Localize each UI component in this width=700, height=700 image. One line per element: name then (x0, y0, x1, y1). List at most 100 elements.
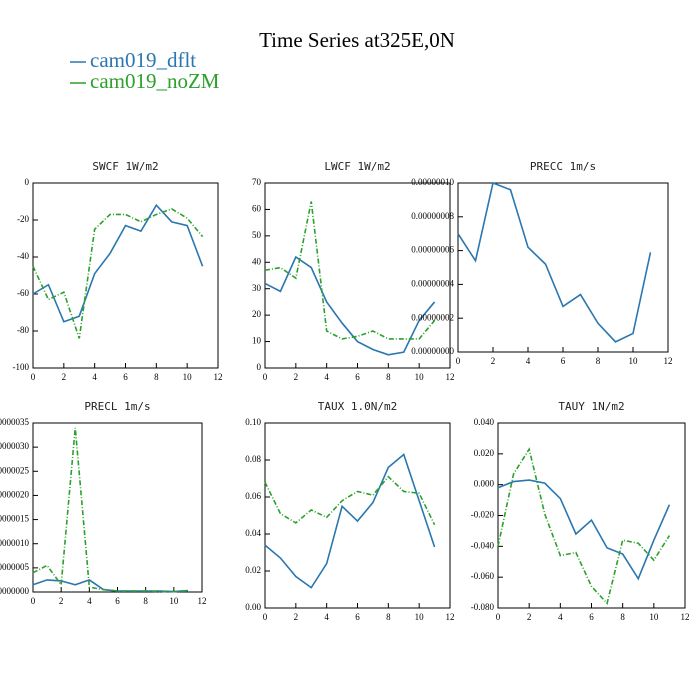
x-tick-label: 12 (681, 612, 690, 622)
plot-frame (32, 422, 203, 593)
y-tick-label: 0.040 (474, 417, 495, 427)
series-line (32, 579, 188, 593)
x-tick-label: 2 (527, 612, 532, 622)
panel-title: TAUY 1N/m2 (558, 400, 624, 413)
y-tick-label: 10 (252, 336, 262, 346)
series-line (264, 201, 436, 340)
y-tick-label: 0.00000010 (411, 177, 454, 187)
x-tick-label: 8 (386, 612, 391, 622)
x-tick-label: 0 (496, 612, 501, 622)
x-tick-label: 4 (324, 612, 329, 622)
y-tick-label: 0 (25, 177, 30, 187)
x-tick-label: 10 (629, 356, 639, 366)
y-tick-label: 0.00000006 (411, 245, 454, 255)
x-tick-label: 0 (263, 612, 268, 622)
y-tick-label: -20 (17, 214, 29, 224)
x-tick-label: 0 (263, 372, 268, 382)
x-tick-label: 6 (355, 612, 360, 622)
x-tick-label: 10 (649, 612, 659, 622)
y-tick-label: -0.020 (471, 510, 495, 520)
x-tick-label: 2 (294, 372, 299, 382)
y-tick-label: 0.000 (474, 479, 495, 489)
x-tick-label: 12 (214, 372, 223, 382)
y-tick-label: -40 (17, 251, 29, 261)
y-tick-label: 0.00000025 (0, 465, 30, 475)
x-tick-label: 8 (143, 596, 148, 606)
x-tick-label: 6 (115, 596, 120, 606)
series-line (32, 208, 204, 339)
y-tick-label: 0.00000004 (411, 278, 454, 288)
x-tick-label: 6 (123, 372, 128, 382)
x-tick-label: 0 (456, 356, 461, 366)
series-line (32, 427, 188, 593)
series-line (457, 181, 652, 343)
y-tick-label: 0.00000035 (0, 417, 30, 427)
y-tick-label: 0.00000030 (0, 441, 30, 451)
x-tick-label: 8 (154, 372, 159, 382)
y-tick-label: 40 (252, 256, 262, 266)
y-tick-label: 0.020 (474, 448, 495, 458)
series-line (32, 203, 204, 323)
x-tick-label: 4 (87, 596, 92, 606)
legend-label: cam019_noZM (90, 69, 220, 93)
x-tick-label: 12 (198, 596, 207, 606)
y-tick-label: 60 (252, 203, 262, 213)
x-tick-label: 6 (561, 356, 566, 366)
y-tick-label: 0.00 (245, 602, 261, 612)
x-tick-label: 2 (62, 372, 67, 382)
x-tick-label: 2 (491, 356, 496, 366)
series-line (264, 255, 436, 356)
y-tick-label: 0.02 (245, 565, 261, 575)
x-tick-label: 12 (446, 612, 455, 622)
panel-title: TAUX 1.0N/m2 (318, 400, 397, 413)
y-tick-label: 50 (252, 230, 262, 240)
x-tick-label: 8 (620, 612, 625, 622)
y-tick-label: 0.06 (245, 491, 261, 501)
x-tick-label: 6 (589, 612, 594, 622)
y-tick-label: 0.00000000 (411, 346, 454, 356)
x-tick-label: 10 (415, 372, 425, 382)
y-tick-label: 0.10 (245, 417, 261, 427)
plot-frame (264, 422, 451, 609)
y-tick-label: -0.040 (471, 540, 495, 550)
x-tick-label: 4 (324, 372, 329, 382)
y-tick-label: 0.00000010 (0, 538, 30, 548)
x-tick-label: 12 (664, 356, 673, 366)
x-tick-label: 8 (596, 356, 601, 366)
y-tick-label: 0.04 (245, 528, 261, 538)
x-tick-label: 10 (169, 596, 179, 606)
x-tick-label: 0 (31, 372, 36, 382)
y-tick-label: 0.00000015 (0, 514, 30, 524)
y-tick-label: -0.080 (471, 602, 495, 612)
series-line (264, 475, 436, 526)
series-line (264, 453, 436, 589)
x-tick-label: 6 (355, 372, 360, 382)
y-tick-label: 0.00000008 (411, 211, 454, 221)
x-tick-label: 0 (31, 596, 36, 606)
series-line (497, 479, 671, 581)
y-tick-label: -60 (17, 288, 29, 298)
plot-frame (497, 422, 686, 609)
legend-label: cam019_dflt (90, 48, 196, 72)
y-tick-label: 0.08 (245, 454, 261, 464)
y-tick-label: 0.00000002 (411, 312, 454, 322)
x-tick-label: 10 (415, 612, 425, 622)
y-tick-label: 0 (257, 362, 262, 372)
x-tick-label: 4 (558, 612, 563, 622)
x-tick-label: 4 (526, 356, 531, 366)
x-tick-label: 2 (294, 612, 299, 622)
panel-title: PRECL 1m/s (84, 400, 150, 413)
x-tick-label: 10 (183, 372, 193, 382)
panel-title: PRECC 1m/s (530, 160, 596, 173)
x-tick-label: 12 (446, 372, 455, 382)
y-tick-label: 0.00000000 (0, 586, 30, 596)
y-tick-label: -0.060 (471, 571, 495, 581)
x-tick-label: 2 (59, 596, 64, 606)
panel-title: SWCF 1W/m2 (92, 160, 158, 173)
y-tick-label: 30 (252, 283, 262, 293)
y-tick-label: -80 (17, 325, 29, 335)
x-tick-label: 4 (92, 372, 97, 382)
